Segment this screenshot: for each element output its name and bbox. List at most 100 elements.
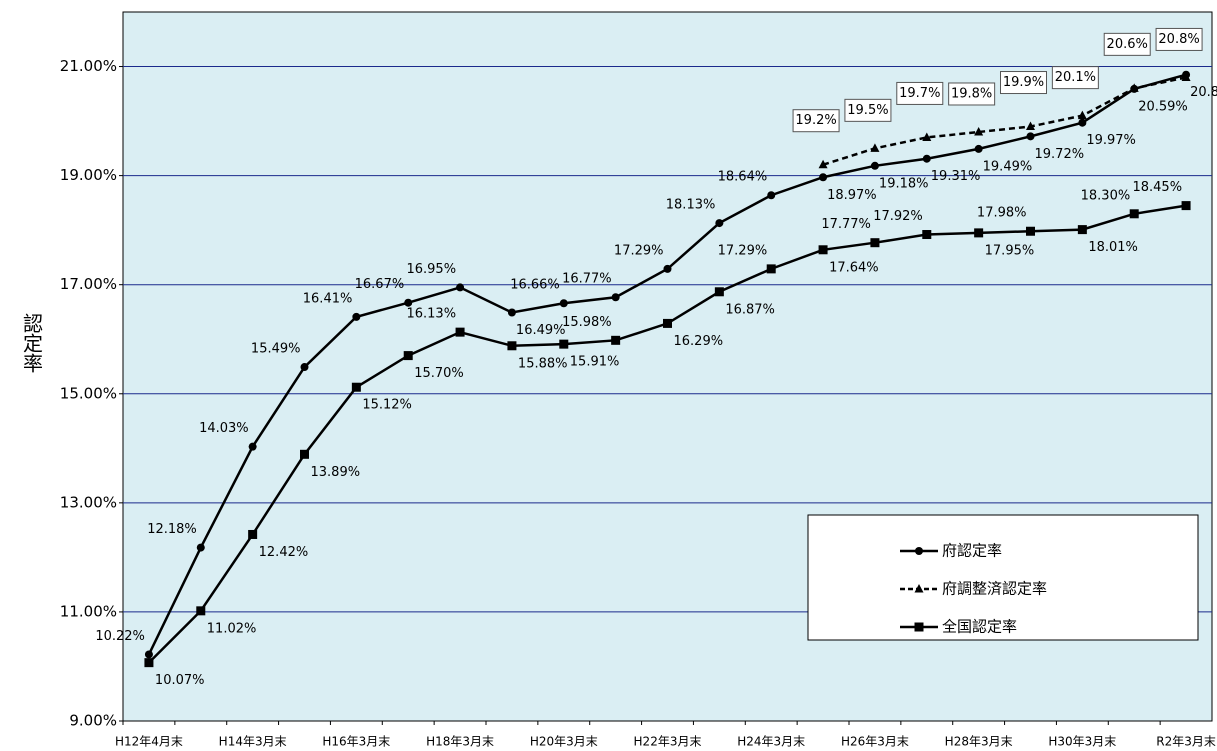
data-label: 11.02%	[207, 621, 257, 636]
x-tick-label: H22年3月末	[634, 735, 702, 749]
marker	[870, 143, 880, 152]
marker	[1129, 83, 1139, 92]
data-label: 16.95%	[406, 262, 456, 277]
x-tick-label: H28年3月末	[945, 735, 1013, 749]
marker	[352, 312, 361, 321]
marker	[611, 293, 620, 302]
marker	[507, 308, 516, 317]
data-label: 17.29%	[718, 243, 768, 258]
data-label: 12.42%	[259, 545, 309, 560]
marker	[914, 622, 924, 632]
x-tick-label: R2年3月末	[1156, 735, 1216, 749]
data-label: 17.29%	[614, 243, 664, 258]
data-label: 18.64%	[718, 170, 768, 185]
marker	[1078, 118, 1087, 127]
label-box	[1000, 71, 1047, 95]
data-label: 16.67%	[355, 277, 405, 292]
y-tick-label: 17.00%	[60, 275, 117, 293]
data-label: 15.88%	[518, 356, 568, 371]
marker	[663, 318, 672, 328]
marker	[1181, 201, 1191, 211]
y-tick-label: 9.00%	[69, 712, 117, 730]
data-label: 19.9%	[1003, 75, 1044, 90]
label-box	[1051, 66, 1099, 90]
marker	[922, 154, 931, 163]
data-label: 14.03%	[199, 421, 249, 436]
data-label: 16.29%	[674, 334, 724, 349]
data-label: 18.01%	[1088, 240, 1138, 255]
marker	[870, 238, 880, 248]
x-tick-label: H26年3月末	[841, 735, 909, 749]
marker	[922, 132, 932, 141]
marker	[507, 341, 517, 351]
label-box	[792, 109, 840, 133]
legend-label: 府調整済認定率	[942, 580, 1047, 598]
marker	[663, 264, 672, 273]
marker	[300, 363, 309, 372]
marker	[714, 287, 724, 297]
label-box	[896, 81, 944, 105]
marker	[974, 228, 984, 238]
y-tick-label: 15.00%	[60, 384, 117, 402]
legend-label: 府認定率	[942, 542, 1002, 560]
data-label: 18.97%	[827, 188, 877, 203]
marker	[144, 650, 153, 659]
label-box	[1103, 32, 1151, 56]
data-label: 10.22%	[95, 629, 145, 644]
data-label: 17.98%	[977, 206, 1027, 221]
data-label: 16.87%	[725, 302, 775, 317]
marker	[914, 584, 924, 593]
legend-box	[807, 514, 1199, 641]
data-label: 16.13%	[406, 307, 456, 322]
marker	[1077, 110, 1087, 120]
x-tick-label: H30年3月末	[1048, 735, 1116, 749]
marker	[144, 658, 154, 668]
label-box	[844, 98, 892, 122]
data-label: 19.97%	[1086, 133, 1136, 148]
data-label: 15.12%	[362, 398, 412, 413]
marker	[1077, 225, 1087, 235]
data-label: 15.49%	[251, 342, 301, 357]
data-label: 18.30%	[1081, 188, 1131, 203]
data-label: 18.45%	[1132, 180, 1182, 195]
data-label: 17.64%	[829, 260, 879, 275]
data-label: 19.31%	[931, 169, 981, 184]
marker	[819, 173, 828, 182]
marker	[351, 382, 361, 392]
data-label: 20.1%	[1055, 70, 1096, 85]
legend-label: 全国認定率	[942, 618, 1017, 636]
marker	[1026, 121, 1035, 131]
label-box	[1155, 27, 1203, 51]
data-label: 20.85%	[1190, 85, 1217, 100]
y-tick-label: 11.00%	[60, 602, 117, 620]
marker	[922, 230, 932, 240]
marker	[974, 144, 983, 153]
series-line	[822, 76, 1187, 166]
data-label: 16.41%	[303, 291, 353, 306]
data-label: 18.13%	[666, 198, 716, 213]
marker	[248, 529, 258, 539]
marker	[559, 339, 569, 349]
label-box	[948, 82, 996, 106]
marker	[767, 191, 776, 200]
data-label: 20.59%	[1138, 99, 1188, 114]
data-label: 13.89%	[311, 465, 361, 480]
marker	[915, 547, 923, 555]
data-label: 19.2%	[795, 113, 836, 128]
data-label: 20.6%	[1107, 37, 1148, 52]
data-label: 19.8%	[951, 86, 992, 101]
marker	[456, 283, 465, 292]
marker	[715, 219, 724, 228]
data-label: 15.91%	[570, 355, 620, 370]
data-label: 15.70%	[414, 366, 464, 381]
data-label: 12.18%	[147, 522, 197, 537]
marker	[1026, 132, 1035, 141]
marker	[766, 264, 776, 274]
data-label: 17.92%	[873, 209, 923, 224]
marker	[974, 126, 984, 136]
marker	[404, 298, 413, 307]
x-tick-label: H12年4月末	[115, 735, 183, 749]
x-tick-label: H16年3月末	[322, 735, 390, 749]
